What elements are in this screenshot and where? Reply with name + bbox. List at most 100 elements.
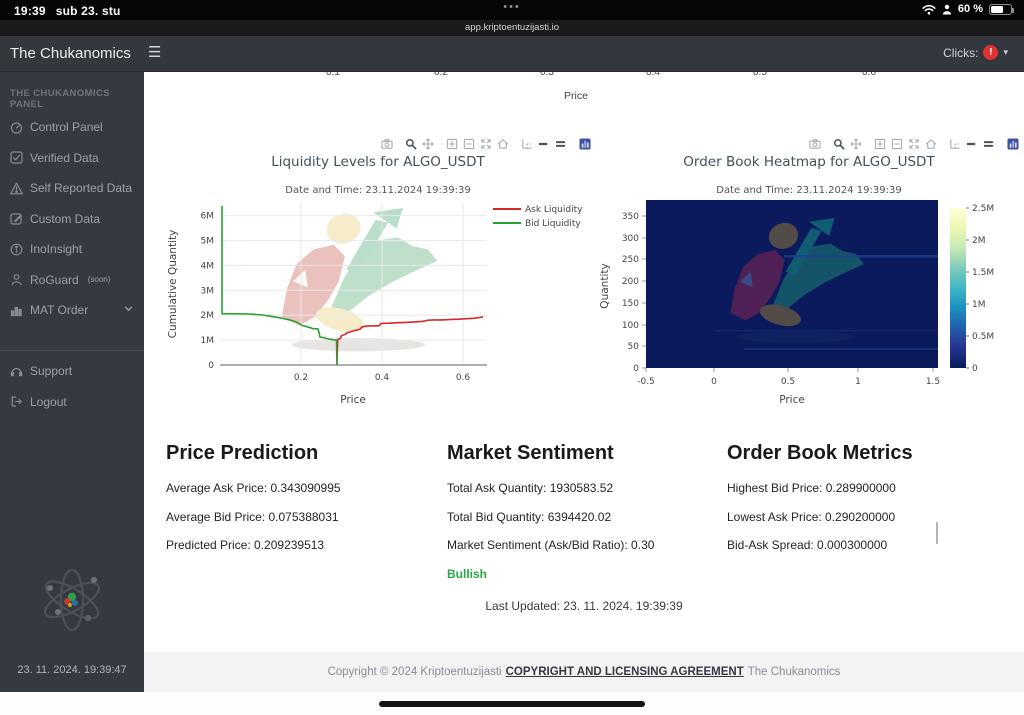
- chart-subtitle: Date and Time: 23.11.2024 19:39:39: [285, 185, 471, 196]
- sidebar-item-label: Control Panel: [30, 120, 103, 135]
- zoom-out-icon[interactable]: [461, 137, 476, 151]
- sidebar-item-logout[interactable]: Logout: [0, 387, 144, 418]
- heatmap-plot-area[interactable]: 0 50 100 150 200 250 300 350 -0.5 0 0.5 1 1.5 0 0.5M 1…: [594, 198, 1024, 415]
- sidebar-item-label: MAT Order: [30, 303, 89, 318]
- hover-single-icon[interactable]: [536, 137, 551, 151]
- hover-compare-icon[interactable]: [981, 137, 996, 151]
- pan-icon[interactable]: [420, 137, 435, 151]
- home-indicator[interactable]: [379, 701, 645, 707]
- svg-text:0: 0: [972, 364, 978, 374]
- order-book-metrics-section: Order Book Metrics Highest Bid Price: 0.…: [727, 442, 999, 567]
- check-square-icon: [10, 151, 23, 164]
- browser-url-bar[interactable]: app.kriptoentuzijasti.io: [0, 20, 1024, 36]
- camera-icon[interactable]: [379, 137, 394, 151]
- sidebar-item-suffix: (soon): [87, 275, 111, 285]
- sidebar-item-label: Self Reported Data: [30, 181, 133, 196]
- sidebar-item-roguard[interactable]: RoGuard (soon): [0, 265, 144, 296]
- svg-text:2M: 2M: [201, 311, 215, 321]
- url-text: app.kriptoentuzijasti.io: [465, 22, 559, 33]
- plotly-logo-icon[interactable]: [577, 137, 592, 151]
- info-circle-icon: [10, 243, 23, 256]
- y-axis-label: Quantity: [599, 263, 611, 308]
- status-bar: 19:39 sub 23. stu ••• 60 %: [0, 0, 1024, 20]
- sidebar-timestamp: 23. 11. 2024. 19:39:47: [17, 664, 127, 676]
- svg-text:3M: 3M: [201, 286, 215, 296]
- magnifier-icon[interactable]: [831, 137, 846, 151]
- x-axis-label: Price: [340, 394, 366, 406]
- sidebar-nav: Control Panel Verified Data Self Reported …: [0, 112, 144, 326]
- sidebar-item-label: Logout: [30, 394, 67, 409]
- clicks-dropdown[interactable]: Clicks: ! ▾: [943, 45, 1008, 60]
- chevron-down-icon[interactable]: [123, 303, 134, 317]
- chevron-down-icon: ▾: [1003, 47, 1008, 57]
- hover-single-icon[interactable]: [964, 137, 979, 151]
- svg-text:100: 100: [622, 321, 639, 331]
- brand-title: The Chukanomics: [10, 45, 131, 62]
- sidebar-item-self-reported-data[interactable]: Self Reported Data: [0, 173, 144, 204]
- spikelines-icon[interactable]: [947, 137, 962, 151]
- sidebar-item-support[interactable]: Support: [0, 356, 144, 387]
- atom-logo: [36, 562, 108, 638]
- svg-text:5M: 5M: [201, 237, 215, 247]
- home-icon[interactable]: [495, 137, 510, 151]
- bar-chart-icon: [10, 304, 23, 317]
- svg-text:-0.5: -0.5: [637, 377, 655, 387]
- battery-percent: 60 %: [957, 3, 983, 15]
- metric-row: Total Bid Quantity: 6394420.02: [447, 509, 612, 524]
- autoscale-icon[interactable]: [906, 137, 921, 151]
- sidebar-item-control-panel[interactable]: Control Panel: [0, 112, 144, 143]
- zoom-in-icon[interactable]: [872, 137, 887, 151]
- svg-text:0: 0: [208, 361, 214, 371]
- remnant-x-tick: 0.5: [753, 72, 767, 78]
- svg-text:0: 0: [633, 364, 639, 374]
- clicks-alert-badge: !: [983, 45, 999, 60]
- status-time: 19:39: [14, 4, 46, 18]
- sidebar-item-inoinsight[interactable]: InoInsight: [0, 234, 144, 265]
- plotly-logo-icon[interactable]: [1005, 137, 1020, 151]
- magnifier-icon[interactable]: [403, 137, 418, 151]
- sidebar: THE CHUKANOMICS PANEL Control Panel Verif…: [0, 72, 144, 692]
- license-link[interactable]: COPYRIGHT AND LICENSING AGREEMENT: [505, 666, 744, 678]
- liquidity-chart: Liquidity Levels for ALGO_USDT Date and …: [160, 132, 596, 424]
- colorbar: [950, 208, 966, 368]
- sidebar-item-label: Support: [30, 364, 73, 379]
- chart-title: Liquidity Levels for ALGO_USDT: [271, 154, 485, 170]
- legend-label: Bid Liquidity: [525, 219, 581, 229]
- hover-compare-icon[interactable]: [553, 137, 568, 151]
- hamburger-menu-icon[interactable]: ☰: [148, 44, 162, 61]
- sidebar-item-label: RoGuard: [30, 272, 79, 287]
- footer-brand: The Chukanomics: [747, 666, 841, 678]
- sidebar-divider: [0, 350, 144, 351]
- heatmap-svg: 0 50 100 150 200 250 300 350 -0.5 0 0.5 1 1.5 0 0.5M 1…: [599, 200, 994, 406]
- camera-icon[interactable]: [807, 137, 822, 151]
- svg-text:300: 300: [622, 234, 639, 244]
- svg-text:6M: 6M: [201, 212, 215, 222]
- svg-text:200: 200: [622, 277, 639, 287]
- zoom-in-icon[interactable]: [444, 137, 459, 151]
- svg-text:0: 0: [711, 377, 717, 387]
- footer: Copyright © 2024 Kriptoentuzijasti COPYR…: [144, 652, 1024, 692]
- zoom-out-icon[interactable]: [889, 137, 904, 151]
- last-updated: Last Updated: 23. 11. 2024. 19:39:39: [485, 599, 683, 613]
- sidebar-item-custom-data[interactable]: Custom Data: [0, 204, 144, 235]
- autoscale-icon[interactable]: [478, 137, 493, 151]
- sidebar-item-verified-data[interactable]: Verified Data: [0, 143, 144, 174]
- sidebar-item-mat-order[interactable]: MAT Order: [0, 295, 144, 326]
- wifi-icon: [922, 4, 936, 15]
- scrollbar-thumb[interactable]: [936, 522, 938, 544]
- pan-icon[interactable]: [848, 137, 863, 151]
- status-time-date: 19:39 sub 23. stu: [14, 4, 121, 18]
- liquidity-plot-area[interactable]: 0 1M 2M 3M 4M 5M 6M 0.2 0.4 0.6 Ask Liquidity Bid L…: [160, 198, 596, 415]
- metric-row: Average Ask Price: 0.343090995: [166, 481, 341, 495]
- copyright-text: Copyright © 2024 Kriptoentuzijasti: [327, 666, 502, 678]
- home-icon[interactable]: [923, 137, 938, 151]
- chart-title: Order Book Heatmap for ALGO_USDT: [683, 154, 935, 170]
- person-icon: [942, 4, 952, 15]
- spikelines-icon[interactable]: [519, 137, 534, 151]
- remnant-x-tick: 0.1: [326, 72, 340, 78]
- sidebar-item-label: InoInsight: [30, 242, 83, 257]
- liquidity-svg: 0 1M 2M 3M 4M 5M 6M 0.2 0.4 0.6 Ask Liquidity Bid L…: [167, 203, 583, 406]
- metric-row: Bid-Ask Spread: 0.000300000: [727, 538, 888, 552]
- logout-icon: [10, 395, 23, 408]
